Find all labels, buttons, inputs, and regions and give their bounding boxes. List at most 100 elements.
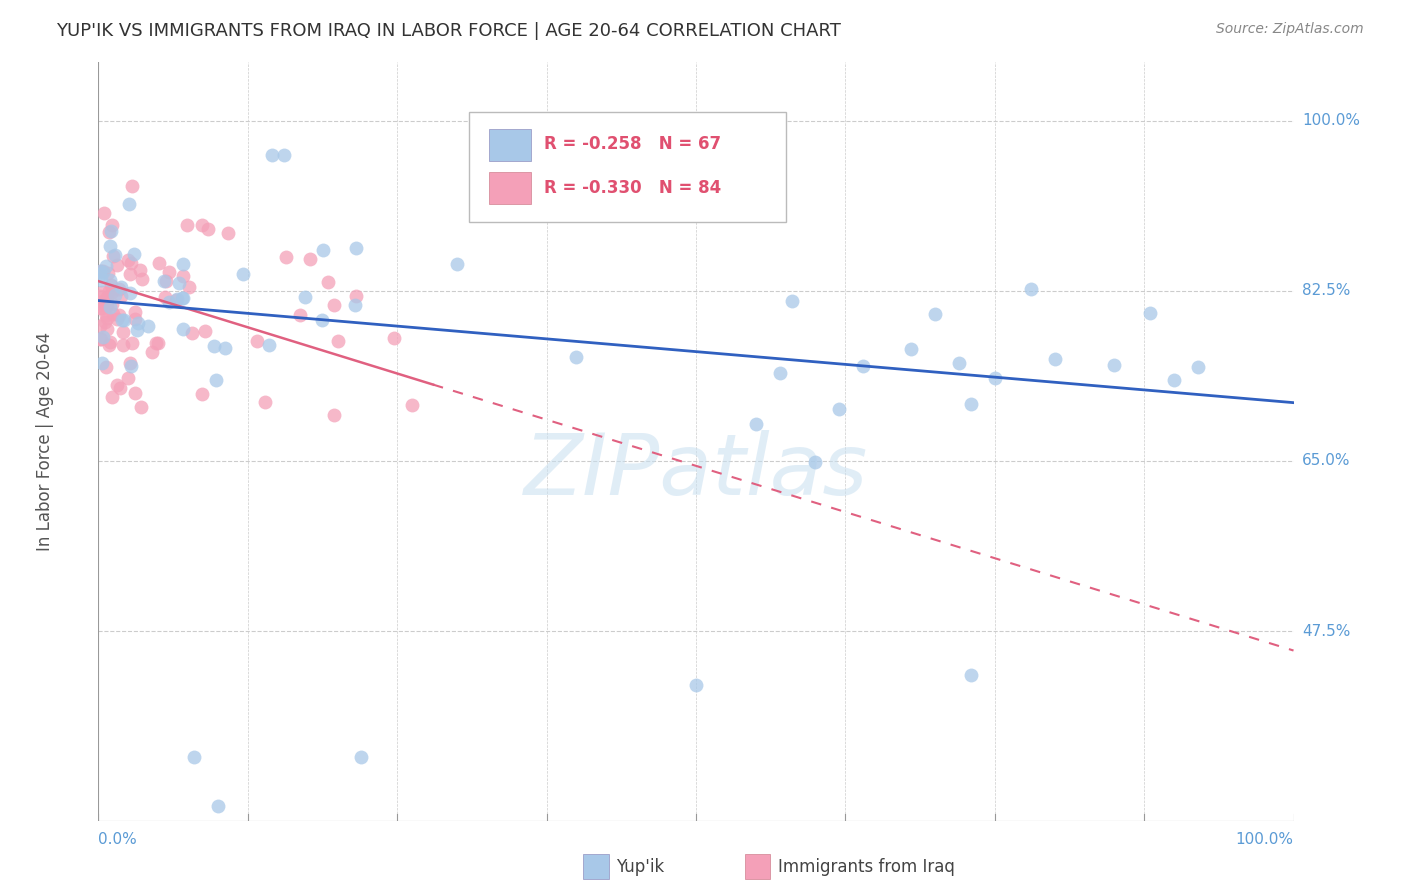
Point — [948, 356, 970, 370]
Text: 100.0%: 100.0% — [1236, 832, 1294, 847]
Point — [94, 308, 117, 322]
Point — [124, 304, 146, 318]
Point — [382, 331, 405, 345]
Point — [107, 282, 129, 296]
Point — [94, 315, 117, 329]
Point — [91, 294, 114, 309]
Text: Immigrants from Iraq: Immigrants from Iraq — [778, 858, 955, 876]
Point — [299, 252, 322, 267]
Point — [565, 350, 588, 364]
Point — [120, 359, 142, 373]
Point — [322, 298, 344, 312]
Point — [128, 263, 150, 277]
Point — [98, 285, 121, 299]
Point — [1187, 360, 1209, 375]
Point — [110, 280, 132, 294]
Point — [172, 257, 194, 271]
Point — [344, 289, 367, 303]
Point — [318, 275, 340, 289]
Point — [191, 387, 214, 401]
Point — [97, 266, 120, 280]
Point — [117, 371, 139, 385]
Text: In Labor Force | Age 20-64: In Labor Force | Age 20-64 — [35, 332, 53, 551]
Point — [960, 397, 983, 411]
Point — [148, 256, 170, 270]
FancyBboxPatch shape — [470, 112, 786, 221]
Point — [93, 206, 115, 220]
Point — [131, 272, 153, 286]
Point — [91, 356, 114, 370]
Point — [118, 267, 141, 281]
Point — [89, 298, 111, 312]
Point — [89, 319, 111, 334]
Point — [177, 280, 200, 294]
Text: Source: ZipAtlas.com: Source: ZipAtlas.com — [1216, 22, 1364, 37]
Point — [288, 308, 311, 322]
Point — [127, 316, 149, 330]
Point — [118, 196, 141, 211]
Text: 82.5%: 82.5% — [1302, 284, 1350, 298]
Point — [1163, 372, 1185, 386]
Point — [246, 334, 269, 348]
Point — [984, 370, 1007, 384]
Point — [900, 342, 922, 356]
Point — [136, 319, 159, 334]
Point — [101, 285, 124, 299]
Point — [165, 293, 187, 307]
Point — [122, 247, 145, 261]
Point — [202, 339, 225, 353]
Point — [89, 289, 111, 303]
Point — [181, 326, 204, 340]
Point — [166, 293, 188, 307]
Point — [191, 218, 214, 232]
Point — [98, 273, 121, 287]
Point — [194, 324, 217, 338]
Point — [89, 301, 111, 315]
Point — [120, 356, 142, 370]
Point — [768, 366, 790, 380]
Point — [101, 390, 124, 404]
Point — [1019, 282, 1042, 296]
Point — [343, 297, 366, 311]
Point — [101, 296, 124, 310]
Point — [172, 321, 194, 335]
Point — [207, 799, 229, 814]
Point — [96, 310, 118, 325]
Point — [157, 295, 180, 310]
FancyBboxPatch shape — [489, 172, 531, 204]
Point — [101, 249, 124, 263]
Point — [155, 274, 177, 288]
Point — [110, 289, 132, 303]
Point — [350, 750, 373, 764]
Point — [100, 285, 122, 299]
Text: 0.0%: 0.0% — [98, 832, 138, 847]
Point — [111, 313, 134, 327]
Point — [1139, 306, 1161, 320]
Point — [105, 259, 128, 273]
Point — [96, 299, 118, 313]
Point — [98, 300, 121, 314]
Point — [273, 148, 295, 162]
Point — [828, 401, 851, 416]
Point — [104, 288, 127, 302]
Point — [96, 321, 118, 335]
Point — [120, 285, 142, 300]
Point — [105, 377, 128, 392]
Point — [100, 223, 122, 237]
Point — [112, 312, 135, 326]
Point — [101, 307, 124, 321]
Text: Yup'ik: Yup'ik — [616, 858, 664, 876]
Point — [112, 325, 135, 339]
Point — [745, 417, 768, 431]
Point — [322, 408, 344, 422]
Point — [328, 334, 350, 348]
Point — [91, 330, 114, 344]
Point — [89, 264, 111, 278]
Text: R = -0.330   N = 84: R = -0.330 N = 84 — [544, 178, 721, 196]
Point — [170, 291, 193, 305]
Point — [90, 264, 112, 278]
Point — [214, 342, 236, 356]
Point — [924, 307, 946, 321]
Point — [232, 267, 254, 281]
Point — [685, 677, 707, 691]
